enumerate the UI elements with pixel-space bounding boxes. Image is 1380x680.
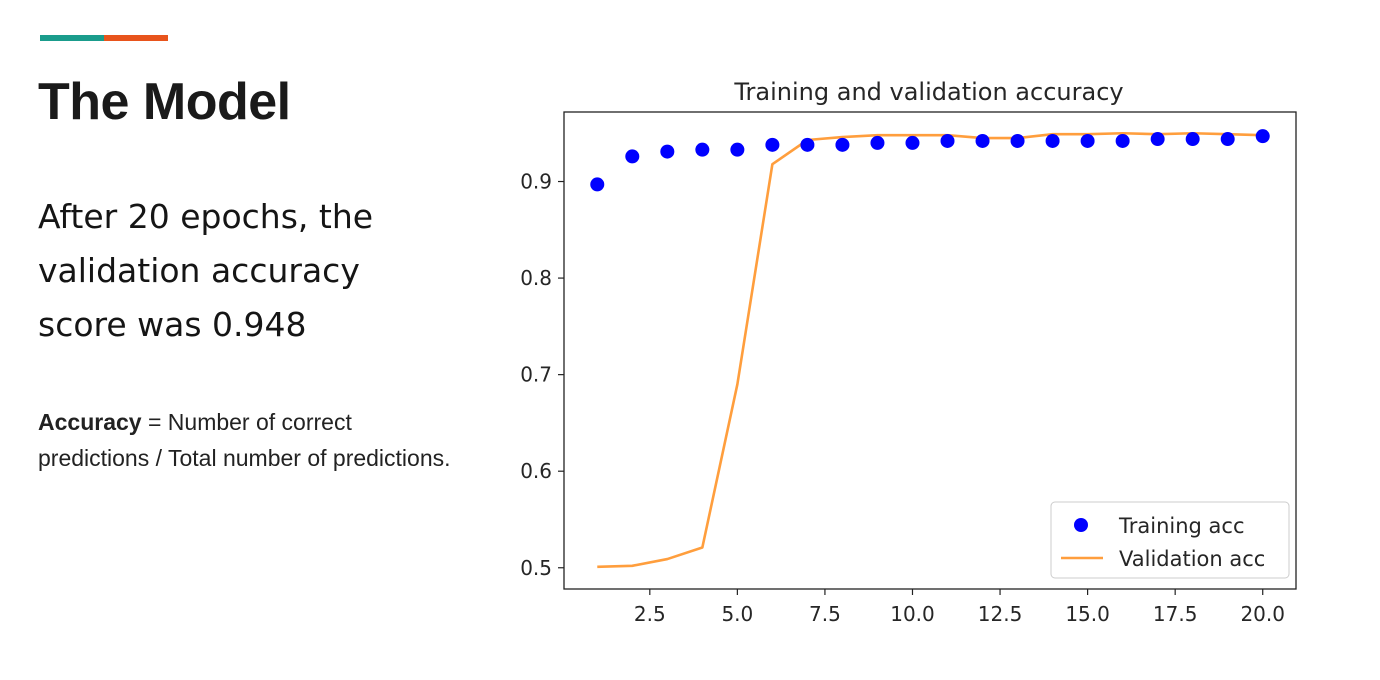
accuracy-definition: Accuracy = Number of correct predictions… [38, 404, 458, 476]
x-tick-label: 2.5 [634, 602, 666, 626]
training-acc-point [1080, 133, 1095, 148]
training-acc-point [940, 133, 955, 148]
training-acc-point [695, 142, 710, 157]
training-acc-point [975, 133, 990, 148]
training-acc-point [660, 144, 675, 159]
y-tick-label: 0.5 [520, 556, 552, 580]
training-acc-point [835, 137, 850, 152]
chart-title: Training and validation accuracy [733, 78, 1123, 106]
x-tick-label: 10.0 [890, 602, 935, 626]
y-tick-label: 0.6 [520, 459, 552, 483]
training-acc-point [1255, 129, 1270, 144]
x-tick-label: 7.5 [809, 602, 841, 626]
validation-acc-line [597, 131, 1263, 569]
training-acc-point [625, 149, 640, 164]
slide-title: The Model [38, 73, 291, 131]
training-acc-point [1220, 132, 1235, 147]
legend-label: Training acc [1118, 514, 1245, 538]
accuracy-chart: Training and validation accuracy 2.5 5.0 7… [470, 60, 1370, 660]
training-acc-point [730, 142, 745, 157]
x-tick-label: 5.0 [721, 602, 753, 626]
training-acc-point [870, 135, 885, 150]
training-acc-point [1115, 133, 1130, 148]
training-acc-point [1010, 133, 1025, 148]
training-acc-point [590, 177, 605, 192]
legend-label: Validation acc [1119, 547, 1265, 571]
plot-frame [563, 111, 1297, 590]
y-tick-label: 0.9 [520, 170, 552, 194]
definition-term: Accuracy [38, 409, 142, 435]
chart-marks: 2.5 5.0 7.5 10.0 12.5 15.0 17.5 20.0 0.5 0.6 0.7 0.… [520, 111, 1297, 626]
accent-bar-orange [104, 35, 168, 41]
accent-bar-teal [40, 35, 104, 41]
accuracy-chart-svg: Training and validation accuracy 2.5 5.0 7… [520, 78, 1297, 626]
training-acc-point [1150, 132, 1165, 147]
definition-text: = Number of correct predictions / Total … [38, 409, 451, 471]
legend-training-marker [1074, 518, 1088, 532]
x-tick-label: 17.5 [1153, 602, 1198, 626]
x-tick-label: 12.5 [978, 602, 1023, 626]
training-acc-point [800, 137, 815, 152]
lead-text: After 20 epochs, the validation accuracy… [38, 197, 374, 344]
x-tick-label: 15.0 [1065, 602, 1110, 626]
training-acc-point [905, 135, 920, 150]
training-acc-point [765, 137, 780, 152]
x-tick-label: 20.0 [1240, 602, 1285, 626]
y-tick-label: 0.7 [520, 363, 552, 387]
training-acc-point [1185, 132, 1200, 147]
legend-box [1050, 501, 1290, 579]
accent-bar [40, 35, 168, 41]
training-acc-point [1045, 133, 1060, 148]
y-tick-label: 0.8 [520, 266, 552, 290]
